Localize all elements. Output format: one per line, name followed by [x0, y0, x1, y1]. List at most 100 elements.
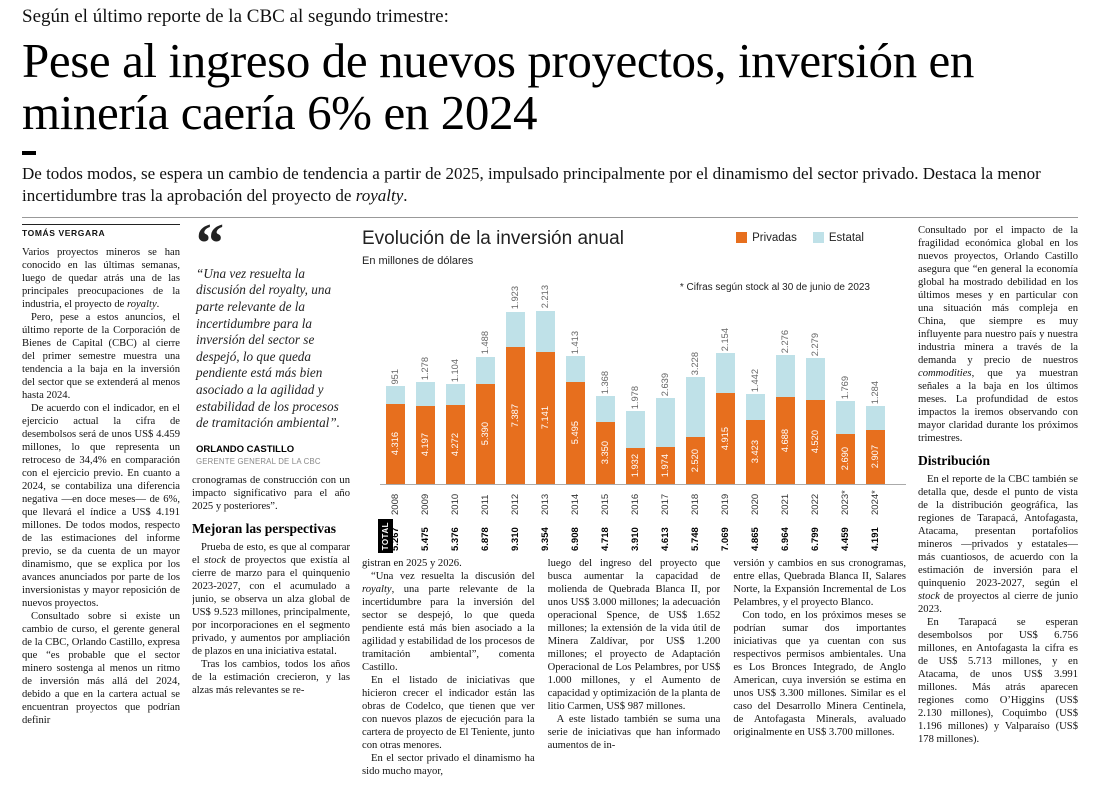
estatal-segment [565, 355, 585, 383]
privadas-value-label: 7.387 [510, 403, 520, 428]
deck-marker [22, 150, 36, 155]
privadas-segment: 7.387 [505, 347, 525, 484]
total-box-label: TOTAL [381, 521, 390, 550]
estatal-segment [655, 398, 675, 448]
estatal-value-label: 2.279 [810, 332, 820, 356]
privadas-value-label: 7.141 [540, 406, 550, 430]
privadas-segment: 4.316 [385, 403, 405, 484]
estatal-value-label: 951 [390, 368, 400, 385]
estatal-value-label: 1.413 [570, 330, 580, 354]
column-6-text: Consultado por el impacto de la fragilid… [918, 224, 1078, 746]
privadas-segment: 3.350 [595, 421, 615, 484]
body-paragraph: Consultado sobre si existe un cambio de … [22, 610, 180, 726]
total-value: 6.964 [779, 526, 791, 551]
section-subhead: Mejoran las perspectivas [192, 520, 336, 536]
year-label: 2015 [599, 493, 611, 515]
privadas-segment: 4.688 [775, 397, 795, 484]
body-paragraph: cronogramas de construcción con un impac… [192, 474, 350, 512]
estatal-segment [745, 393, 765, 421]
body-paragraph: versión y cambios en sus cronogramas, en… [733, 557, 906, 608]
body-paragraph: “Una vez resuelta la discusión del royal… [362, 570, 535, 673]
years-axis: 2008 2009 2010 2011 2012 2013 2014 2015 2016 2017… [380, 485, 906, 515]
body-paragraph: luego del ingreso del proyecto que busca… [547, 557, 721, 712]
bar-2008: 951 4.316 [380, 369, 410, 484]
total-value: 4.613 [659, 526, 671, 551]
byline: TOMÁS VERGARA [22, 223, 180, 238]
bars-area: 951 4.316 1.278 4.197 1.104 4.272 1.488 5.390 1.… [380, 277, 906, 485]
year-label: 2016 [629, 493, 641, 515]
privadas-value-label: 2.907 [870, 445, 880, 469]
bar-2018: 3.228 2.520 [680, 352, 710, 484]
body-paragraph: En el reporte de la CBC también se detal… [918, 473, 1078, 615]
privadas-swatch-icon [736, 232, 748, 244]
privadas-value-label: 1.974 [660, 453, 670, 478]
total-value: 6.799 [809, 526, 821, 551]
estatal-segment [475, 356, 495, 385]
bar-2017: 2.639 1.974 [650, 373, 680, 484]
privadas-value-label: 5.495 [570, 421, 580, 445]
chart-title-block: Evolución de la inversión anual En millo… [362, 228, 624, 267]
column-2: “ “Una vez resuelta la discusión del roy… [192, 224, 350, 797]
privadas-value-label: 2.690 [840, 447, 850, 471]
privadas-segment: 2.520 [685, 437, 705, 484]
year-label: 2024* [869, 489, 881, 515]
estatal-value-label: 1.488 [480, 331, 490, 355]
privadas-value-label: 2.520 [690, 448, 700, 473]
column-1-text: Varios proyectos mineros se han conocido… [22, 246, 180, 727]
estatal-segment [865, 406, 885, 430]
deck: De todos modos, se espera un cambio de t… [22, 163, 1041, 206]
privadas-segment: 4.197 [415, 406, 435, 484]
bar-2009: 1.278 4.197 [410, 357, 440, 484]
body-paragraph: En el listado de iniciativas que hiciero… [362, 674, 535, 751]
body-paragraph: Con todo, en los próximos meses se podrí… [733, 609, 906, 738]
year-label: 2018 [689, 493, 701, 515]
chart-legend: Privadas Estatal [736, 232, 864, 244]
column-2-text: cronogramas de construcción con un impac… [192, 474, 350, 697]
body-paragraph: Tras los cambios, todos los años de la e… [192, 658, 350, 696]
article-header: Según el último reporte de la CBC al seg… [22, 6, 1078, 218]
chart-plot: 951 4.316 1.278 4.197 1.104 4.272 1.488 5.390 1.… [362, 277, 906, 553]
total-value: 4.718 [599, 526, 611, 551]
bar-2015: 1.368 3.350 [590, 371, 620, 484]
chart-subtitle: En millones de dólares [362, 254, 474, 267]
year-label: 2009 [419, 493, 431, 515]
total-box: TOTAL [378, 518, 393, 553]
estatal-segment [535, 310, 555, 352]
estatal-value-label: 2.154 [720, 327, 730, 351]
privadas-value-label: 4.197 [420, 433, 430, 457]
privadas-value-label: 1.932 [630, 454, 640, 478]
year-label: 2010 [449, 493, 461, 515]
estatal-value-label: 3.228 [690, 352, 700, 376]
estatal-value-label: 2.213 [540, 285, 550, 309]
privadas-value-label: 4.272 [450, 432, 460, 456]
privadas-segment: 1.932 [625, 448, 645, 484]
privadas-segment: 7.141 [535, 351, 555, 484]
year-label: 2014 [569, 493, 581, 515]
privadas-value-label: 4.316 [390, 432, 400, 456]
column-1: TOMÁS VERGARA Varios proyectos mineros s… [22, 223, 180, 797]
legend-item-estatal: Estatal [812, 231, 864, 244]
estatal-segment [715, 352, 735, 393]
total-value: 5.376 [449, 526, 461, 551]
chart-note: * Cifras según stock al 30 de junio de 2… [679, 281, 870, 293]
body-paragraph: Consultado por el impacto de la fragilid… [918, 224, 1078, 444]
year-label: 2011 [479, 494, 491, 515]
year-label: 2017 [659, 493, 671, 515]
estatal-segment [445, 384, 465, 405]
bar-2020: 1.442 3.423 [740, 369, 770, 484]
privadas-segment: 2.907 [865, 429, 885, 484]
total-value: 6.908 [569, 526, 581, 551]
article-body: TOMÁS VERGARA Varios proyectos mineros s… [22, 223, 1078, 797]
legend-label-estatal: Estatal [828, 231, 864, 244]
column-3-text: gistran en 2025 y 2026. “Una vez resuelta… [362, 557, 535, 797]
bar-2024: 1.284 2.907 [860, 381, 890, 484]
bar-2013: 2.213 7.141 [530, 285, 560, 484]
year-label: 2013 [539, 493, 551, 515]
privadas-segment: 5.495 [565, 382, 585, 484]
middle-section: Evolución de la inversión anual En millo… [362, 224, 906, 797]
estatal-value-label: 1.923 [510, 286, 520, 310]
investment-chart: Evolución de la inversión anual En millo… [362, 224, 906, 553]
chart-header: Evolución de la inversión anual En millo… [362, 228, 906, 267]
estatal-value-label: 1.442 [750, 368, 760, 392]
